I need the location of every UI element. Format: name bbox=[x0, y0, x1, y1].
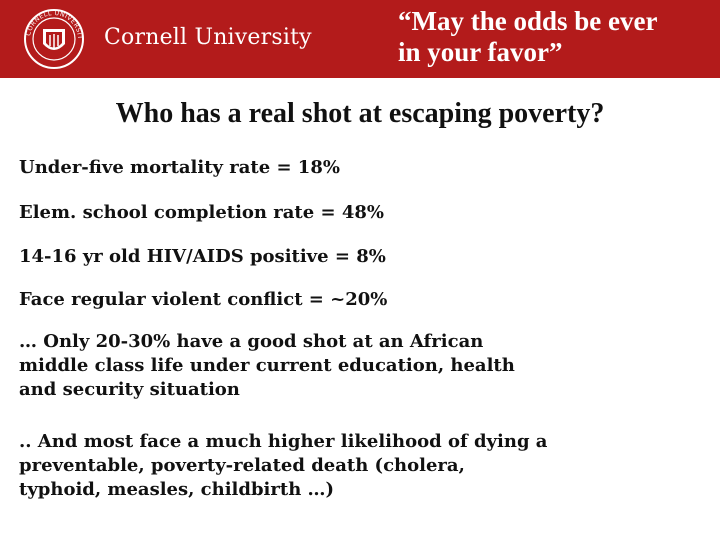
stat-violent-conflict: Face regular violent conflict = ~20% bbox=[19, 289, 388, 310]
header-banner: CORNELL UNIVERSITY Cornell University “M… bbox=[0, 0, 720, 78]
quote-line-2: in your favor” bbox=[398, 37, 563, 67]
stat-hiv-aids: 14-16 yr old HIV/AIDS positive = 8% bbox=[19, 246, 386, 267]
paragraph-line: … Only 20-30% have a good shot at an Afr… bbox=[19, 331, 484, 352]
quote-line-1: “May the odds be ever bbox=[398, 6, 658, 36]
paragraph-line: typhoid, measles, childbirth …) bbox=[19, 479, 335, 500]
stat-school-completion: Elem. school completion rate = 48% bbox=[19, 202, 384, 223]
cornell-seal-logo: CORNELL UNIVERSITY bbox=[24, 6, 84, 69]
paragraph-line: preventable, poverty-related death (chol… bbox=[19, 455, 465, 476]
banner-quote: “May the odds be ever in your favor” bbox=[398, 6, 720, 68]
stat-under-five-mortality: Under-five mortality rate = 18% bbox=[19, 157, 340, 178]
paragraph-line: .. And most face a much higher likelihoo… bbox=[19, 431, 548, 452]
paragraph-preventable-death: .. And most face a much higher likelihoo… bbox=[19, 430, 699, 502]
paragraph-line: and security situation bbox=[19, 379, 240, 400]
paragraph-middle-class: … Only 20-30% have a good shot at an Afr… bbox=[19, 330, 699, 402]
slide-title: Who has a real shot at escaping poverty? bbox=[115, 98, 605, 129]
paragraph-line: middle class life under current educatio… bbox=[19, 355, 515, 376]
university-name: Cornell University bbox=[104, 25, 312, 50]
